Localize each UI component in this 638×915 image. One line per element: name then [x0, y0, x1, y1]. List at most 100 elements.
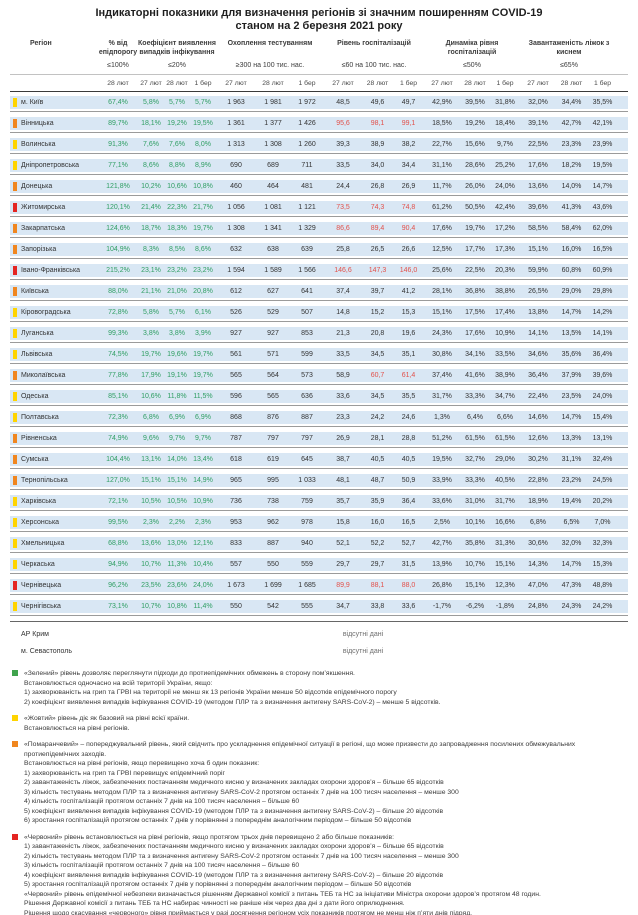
- region-level-marker-red: [13, 581, 17, 590]
- row-separator: [10, 552, 628, 553]
- testing-coverage-value: 529: [267, 309, 279, 316]
- hospitalization-value: 88,0: [401, 582, 416, 589]
- table-row: Полтавська 72,3% 6,8% 6,9% 6,9% 868 876 887 23,3…: [10, 411, 628, 424]
- hospitalization-dynamics-value: 42,7%: [432, 540, 452, 547]
- oxygen-beds-value: 47,0%: [528, 582, 548, 589]
- testing-coverage-value: 618: [230, 456, 242, 463]
- detection-rate-value: 19,7%: [193, 225, 213, 232]
- testing-coverage-value: 887: [267, 540, 279, 547]
- hospitalization-value: 39,7: [370, 288, 385, 295]
- region-name: Чернівецька: [21, 582, 62, 589]
- legend-block-green: «Зелений» рівень дозволяє переглянути пі…: [12, 669, 626, 707]
- oxygen-beds-value: 13,8%: [528, 309, 548, 316]
- hospitalization-dynamics-value: 32,7%: [465, 456, 485, 463]
- oxygen-beds-value: 35,6%: [561, 351, 582, 358]
- hospitalization-dynamics-value: 34,1%: [465, 351, 485, 358]
- legend-block-yellow: «Жовтий» рівень діє як базовий на рівні …: [12, 714, 626, 733]
- region-level-marker-yellow: [13, 413, 17, 422]
- detection-rate-value: 10,6%: [141, 393, 161, 400]
- hospitalization-dynamics-value: 38,9%: [495, 372, 515, 379]
- table-row: Одеська 85,1% 10,6% 11,8% 11,5% 596 565 636 33,6…: [10, 390, 628, 403]
- table-row: Сумська 104,4% 13,1% 14,0% 13,4% 618 619 645 38,…: [10, 453, 628, 466]
- oxygen-beds-value: 22,8%: [528, 477, 548, 484]
- region-cell: Київська: [10, 285, 98, 298]
- testing-coverage-value: 1 341: [264, 225, 282, 232]
- region-level-marker-orange: [13, 455, 17, 464]
- detection-rate-value: 19,1%: [167, 372, 187, 379]
- detection-rate-value: 5,7%: [169, 99, 185, 106]
- hospitalization-value: 48,7: [370, 477, 385, 484]
- hospitalization-dynamics-value: 17,2%: [495, 225, 515, 232]
- hospitalization-dynamics-value: 10,1%: [465, 519, 485, 526]
- testing-coverage-value: 564: [267, 372, 279, 379]
- hospitalization-value: 146,6: [334, 267, 352, 274]
- hospitalization-value: 146,0: [399, 267, 418, 274]
- hospitalization-value: 28,1: [370, 435, 385, 442]
- no-data-row: м. Севастополь відсутні дані: [10, 643, 628, 660]
- hospitalization-dynamics-value: 25,6%: [432, 267, 452, 274]
- testing-coverage-value: 464: [267, 183, 279, 190]
- oxygen-beds-value: 31,1%: [561, 456, 582, 463]
- row-separator: [10, 237, 628, 238]
- detection-rate-value: 10,8%: [193, 183, 213, 190]
- epid-threshold-value: 72,1%: [108, 498, 128, 505]
- testing-coverage-value: 962: [267, 519, 279, 526]
- hospitalization-dynamics-value: 26,0%: [465, 183, 485, 190]
- date-col: 27 лют: [225, 80, 247, 87]
- legend-text-line: Встановлюється на рівні регіонів.: [24, 724, 130, 732]
- table-header-dates: 28 лют 27 лют 28 лют 1 бер 27 лют 28 лют…: [10, 75, 628, 92]
- region-level-marker-yellow: [13, 518, 17, 527]
- detection-rate-value: 15,1%: [167, 477, 187, 484]
- detection-rate-value: 6,9%: [195, 414, 211, 421]
- detection-rate-value: 2,2%: [169, 519, 185, 526]
- detection-rate-value: 10,2%: [141, 183, 161, 190]
- hospitalization-value: 50,9: [401, 477, 416, 484]
- testing-coverage-value: 1 673: [227, 582, 245, 589]
- oxygen-beds-value: 22,4%: [528, 393, 548, 400]
- region-level-marker-orange: [13, 245, 17, 254]
- region-level-marker-yellow: [13, 350, 17, 359]
- detection-rate-value: 19,7%: [193, 372, 213, 379]
- date-col: 28 лют: [262, 80, 284, 87]
- hospitalization-value: 14,8: [336, 309, 350, 316]
- oxygen-beds-value: 23,2%: [561, 477, 582, 484]
- oxygen-beds-value: 13,3%: [561, 435, 582, 442]
- row-separator: [10, 594, 628, 595]
- testing-coverage-value: 876: [267, 414, 279, 421]
- date-col: 1 бер: [194, 80, 212, 87]
- testing-coverage-value: 645: [301, 456, 313, 463]
- oxygen-beds-value: 14,3%: [528, 561, 548, 568]
- hospitalization-value: 98,1: [370, 120, 385, 127]
- row-separator: [10, 195, 628, 196]
- hospitalization-dynamics-value: 17,6%: [465, 330, 485, 337]
- oxygen-beds-value: 14,7%: [592, 183, 613, 190]
- testing-coverage-value: 995: [267, 477, 279, 484]
- testing-coverage-value: 953: [230, 519, 242, 526]
- oxygen-beds-value: 39,6%: [528, 204, 548, 211]
- region-cell: Полтавська: [10, 411, 98, 424]
- detection-rate-value: 8,8%: [169, 162, 185, 169]
- hospitalization-dynamics-value: 42,4%: [495, 204, 515, 211]
- hospitalization-value: 25,8: [336, 246, 350, 253]
- table-body: м. Київ 67,4% 5,8% 5,7% 5,7% 1 963 1 981 1 972 4…: [10, 96, 628, 616]
- region-cell: Черкаська: [10, 558, 98, 571]
- detection-rate-value: 11,5%: [193, 393, 213, 400]
- row-separator: [10, 615, 628, 616]
- oxygen-beds-value: 36,4%: [592, 351, 613, 358]
- row-separator: [10, 174, 628, 175]
- testing-coverage-value: 557: [230, 561, 242, 568]
- detection-rate-value: 10,6%: [167, 183, 187, 190]
- row-separator: [10, 405, 628, 406]
- oxygen-beds-value: 22,5%: [528, 141, 548, 148]
- table-row: Чернігівська 73,1% 10,7% 10,8% 11,4% 550 542 55…: [10, 600, 628, 613]
- hospitalization-value: 15,2: [370, 309, 385, 316]
- hospitalization-value: 39,3: [336, 141, 350, 148]
- hospitalization-dynamics-value: 34,7%: [495, 393, 515, 400]
- hospitalization-dynamics-value: 25,2%: [495, 162, 515, 169]
- hospitalization-dynamics-value: 31,7%: [495, 498, 515, 505]
- region-name: Черкаська: [21, 561, 55, 568]
- region-name: Рівненська: [21, 435, 57, 442]
- region-name: Івано-Франківська: [21, 267, 81, 274]
- page-title-line2: станом на 2 березня 2021 року: [235, 20, 403, 32]
- testing-coverage-value: 1 594: [227, 267, 245, 274]
